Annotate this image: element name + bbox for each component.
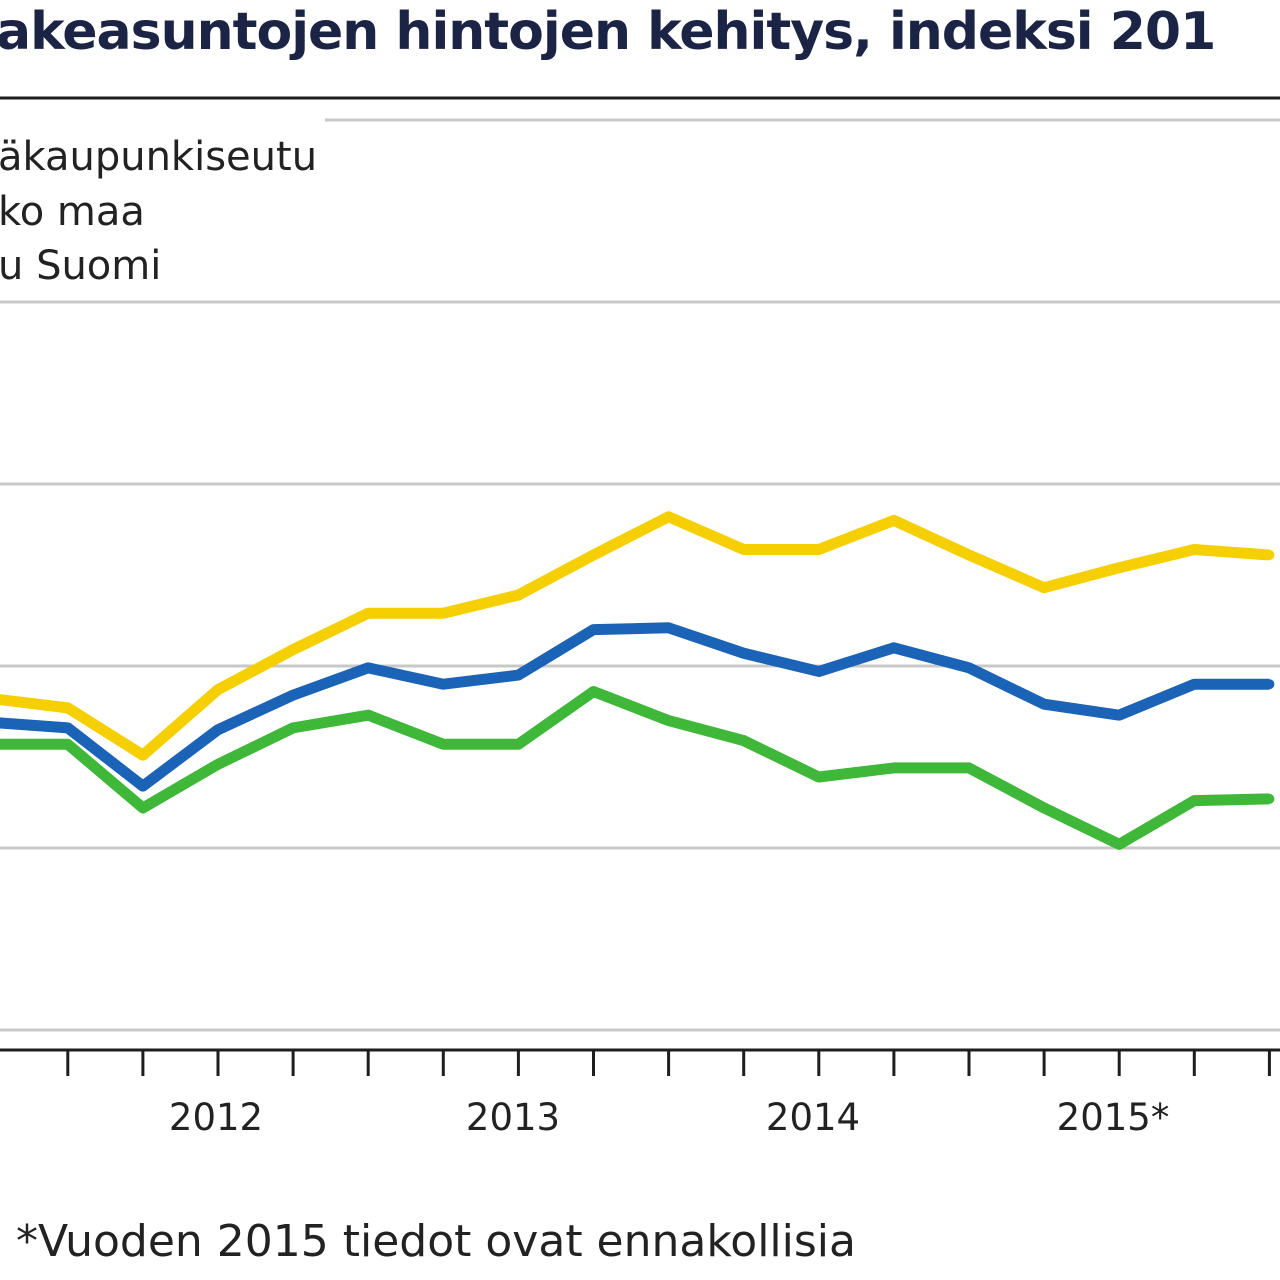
data-point bbox=[1189, 795, 1200, 806]
data-point bbox=[1264, 679, 1275, 690]
data-point bbox=[62, 722, 73, 733]
x-tick-label: 2015* bbox=[1057, 1096, 1170, 1139]
data-point bbox=[964, 762, 974, 773]
data-point bbox=[1189, 544, 1200, 555]
data-point bbox=[62, 739, 73, 750]
gridlines bbox=[0, 118, 1280, 1032]
data-point bbox=[588, 624, 599, 635]
data-point bbox=[663, 715, 674, 726]
data-point bbox=[964, 549, 974, 560]
series-line-0 bbox=[0, 511, 1270, 761]
series-line-2 bbox=[0, 685, 1270, 850]
data-point bbox=[137, 750, 148, 761]
data-point bbox=[288, 690, 299, 701]
data-point bbox=[1264, 793, 1275, 804]
data-point bbox=[813, 772, 824, 783]
chart-title: akeasuntojen hintojen kehitys, indeksi 2… bbox=[0, 2, 1216, 62]
data-point bbox=[888, 762, 899, 773]
data-point bbox=[213, 724, 223, 735]
data-point bbox=[513, 590, 524, 601]
data-point bbox=[1039, 699, 1050, 710]
data-point bbox=[513, 670, 524, 681]
data-point bbox=[438, 679, 449, 690]
legend-item: ko maa bbox=[0, 189, 145, 235]
data-point bbox=[513, 739, 524, 750]
data-point bbox=[1114, 710, 1125, 721]
data-point bbox=[137, 802, 148, 813]
legend-item: äkaupunkiseutu bbox=[0, 134, 318, 180]
data-point bbox=[438, 608, 449, 619]
data-point bbox=[213, 759, 223, 770]
data-point bbox=[1189, 679, 1200, 690]
data-point bbox=[813, 666, 824, 677]
data-point bbox=[813, 544, 824, 555]
data-point bbox=[738, 648, 749, 659]
data-point bbox=[288, 644, 299, 655]
series-line-1 bbox=[0, 622, 1270, 792]
data-point bbox=[1039, 582, 1050, 593]
x-tick-label: 2014 bbox=[766, 1096, 860, 1139]
data-point bbox=[62, 702, 73, 713]
data-point bbox=[588, 686, 599, 697]
data-point bbox=[438, 739, 449, 750]
data-point bbox=[288, 722, 299, 733]
legend-item: u Suomi bbox=[0, 243, 162, 289]
data-point bbox=[1264, 549, 1275, 560]
data-point bbox=[738, 735, 749, 746]
footnote: *Vuoden 2015 tiedot ovat ennakollisia bbox=[16, 1216, 856, 1267]
data-point bbox=[363, 608, 374, 619]
data-point bbox=[363, 662, 374, 673]
data-point bbox=[1114, 839, 1125, 850]
data-point bbox=[888, 642, 899, 653]
data-point bbox=[363, 710, 374, 721]
data-point bbox=[1114, 562, 1125, 573]
data-point bbox=[663, 511, 674, 522]
data-point bbox=[588, 549, 599, 560]
data-point bbox=[213, 684, 223, 695]
data-point bbox=[1039, 802, 1050, 813]
data-point bbox=[738, 544, 749, 555]
data-point bbox=[137, 781, 148, 792]
x-tick-label: 2012 bbox=[169, 1096, 263, 1139]
data-point bbox=[663, 622, 674, 633]
data-point bbox=[964, 662, 974, 673]
data-point bbox=[888, 515, 899, 526]
x-tick-label: 2013 bbox=[466, 1096, 560, 1139]
